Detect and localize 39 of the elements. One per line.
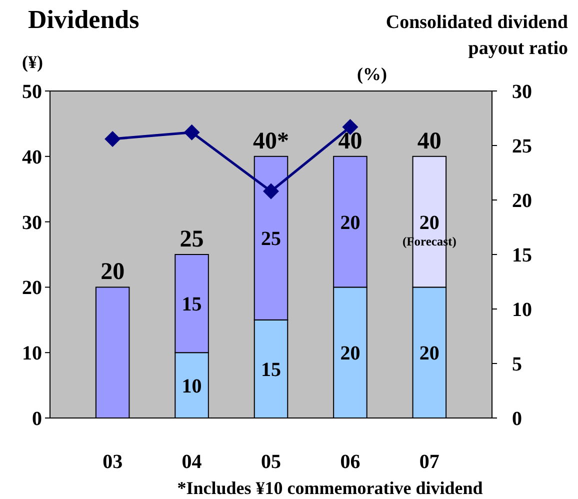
y2-tick-label: 10: [512, 299, 532, 321]
point: [184, 124, 200, 140]
data-label: 20: [340, 342, 360, 365]
y-tick-label: 50: [22, 81, 42, 103]
y2-tick-label: 0: [512, 408, 522, 430]
point: [263, 183, 279, 200]
point: [104, 130, 121, 147]
y-tick-label: 30: [22, 212, 42, 234]
data-label: 20: [419, 342, 440, 365]
data-label: 15: [261, 358, 281, 381]
y2-tick-label: 15: [512, 244, 532, 266]
total-label: 40: [338, 128, 362, 154]
text: *Includes ¥10 commemorative dividend: [177, 478, 483, 498]
data-label: 25: [261, 228, 281, 250]
total-label: 25: [180, 226, 204, 252]
y-tick-label: 0: [32, 408, 42, 430]
chart-title: Dividends: [28, 5, 140, 34]
data-label: 15: [182, 294, 202, 316]
y2-tick-label: 30: [512, 81, 532, 103]
total-label: 40*: [253, 128, 289, 154]
x-tick-label: 07: [419, 451, 440, 473]
total-label: 40: [417, 128, 442, 154]
x-tick-label: 04: [182, 451, 202, 473]
y2-tick-label: 25: [512, 136, 532, 158]
data-label: 20: [419, 212, 440, 234]
chart-subtitle: Consolidated dividend payout ratio: [386, 12, 568, 59]
data-label: 10: [182, 375, 202, 398]
total-label: 20: [100, 259, 125, 286]
x-tick-label: 06: [340, 451, 360, 473]
y-tick-label: 40: [22, 146, 42, 168]
y-tick-label: 20: [22, 277, 42, 300]
y2-tick-label: 20: [512, 190, 532, 212]
y-tick-label: 10: [22, 342, 42, 365]
x-tick-label: 05: [261, 451, 281, 473]
y2-tick-label: 5: [512, 354, 522, 376]
y2-axis-title: (%): [357, 64, 387, 84]
y-axis-title: (¥): [22, 52, 43, 72]
data-label: 20: [340, 212, 360, 234]
x-tick-label: 03: [102, 451, 123, 473]
